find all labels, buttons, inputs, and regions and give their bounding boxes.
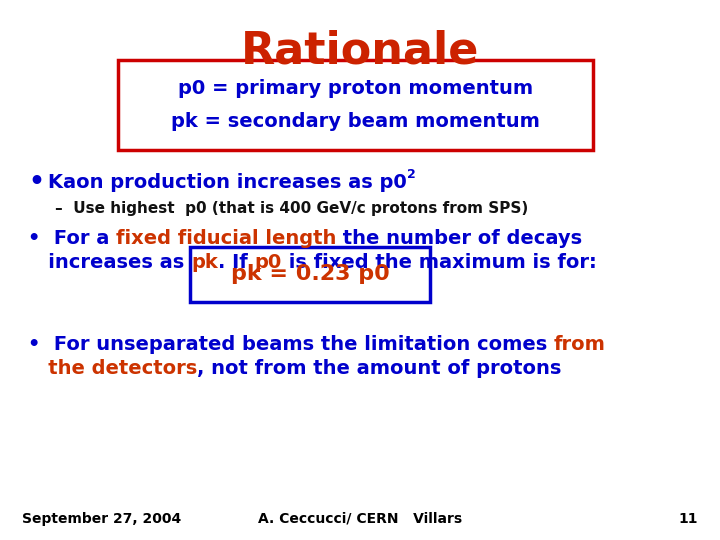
- Text: •  For unseparated beams the limitation comes: • For unseparated beams the limitation c…: [28, 335, 554, 354]
- Text: p0 = primary proton momentum: p0 = primary proton momentum: [178, 79, 533, 98]
- Text: pk: pk: [191, 253, 217, 272]
- Text: p0: p0: [254, 253, 282, 272]
- Text: , not from the amount of protons: , not from the amount of protons: [197, 360, 562, 379]
- Text: •  For a: • For a: [28, 228, 116, 247]
- Text: –  Use highest  p0 (that is 400 GeV/c protons from SPS): – Use highest p0 (that is 400 GeV/c prot…: [55, 200, 528, 215]
- Text: A. Ceccucci/ CERN   Villars: A. Ceccucci/ CERN Villars: [258, 512, 462, 526]
- Text: pk = 0.23 p0: pk = 0.23 p0: [230, 265, 390, 285]
- Text: . If: . If: [217, 253, 254, 272]
- Text: 2: 2: [407, 168, 415, 181]
- Text: is fixed the maximum is for:: is fixed the maximum is for:: [282, 253, 596, 272]
- Text: September 27, 2004: September 27, 2004: [22, 512, 181, 526]
- Text: •: •: [28, 170, 44, 194]
- Text: fixed fiducial length: fixed fiducial length: [116, 228, 336, 247]
- Text: Rationale: Rationale: [240, 30, 480, 73]
- Text: 11: 11: [678, 512, 698, 526]
- Text: increases as: increases as: [28, 253, 191, 272]
- Text: Kaon production increases as p0: Kaon production increases as p0: [48, 172, 407, 192]
- Text: pk = secondary beam momentum: pk = secondary beam momentum: [171, 112, 540, 131]
- Text: the detectors: the detectors: [28, 360, 197, 379]
- Text: the number of decays: the number of decays: [336, 228, 582, 247]
- Text: from: from: [554, 335, 606, 354]
- FancyBboxPatch shape: [118, 60, 593, 150]
- FancyBboxPatch shape: [190, 247, 430, 302]
